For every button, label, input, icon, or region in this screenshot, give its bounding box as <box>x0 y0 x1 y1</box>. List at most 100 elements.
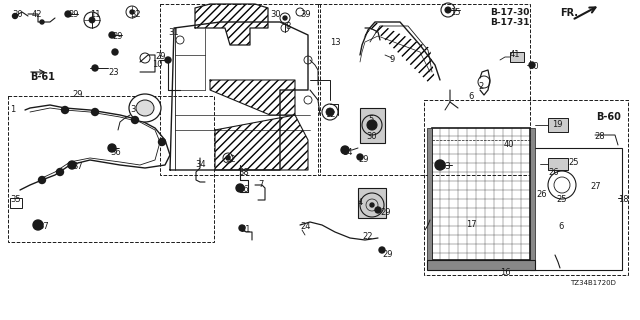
Text: 28: 28 <box>594 132 605 141</box>
Text: 1: 1 <box>10 105 15 114</box>
Text: 29: 29 <box>382 250 392 259</box>
Circle shape <box>89 17 95 23</box>
Text: 6: 6 <box>558 222 563 231</box>
Bar <box>358 188 386 218</box>
Ellipse shape <box>136 100 154 116</box>
Bar <box>160 4 320 175</box>
Circle shape <box>68 161 76 169</box>
Circle shape <box>226 156 230 160</box>
Text: 6: 6 <box>468 92 474 101</box>
Text: 30: 30 <box>12 10 22 19</box>
Text: 32: 32 <box>225 155 236 164</box>
Bar <box>427 128 432 260</box>
Text: FR.: FR. <box>560 8 578 18</box>
Circle shape <box>357 154 363 160</box>
Bar <box>318 4 530 175</box>
Text: B-60: B-60 <box>596 112 621 122</box>
Circle shape <box>165 57 171 63</box>
Circle shape <box>112 49 118 55</box>
Text: B-17-31: B-17-31 <box>490 18 529 27</box>
Circle shape <box>283 16 287 20</box>
Text: 4: 4 <box>358 198 364 207</box>
Text: 8: 8 <box>285 22 291 31</box>
Text: 7: 7 <box>258 180 264 189</box>
Text: 32: 32 <box>130 10 141 19</box>
Bar <box>8 96 214 242</box>
Circle shape <box>239 225 245 231</box>
Text: 23: 23 <box>108 68 118 77</box>
Circle shape <box>109 32 115 38</box>
Circle shape <box>13 13 17 19</box>
Text: 26: 26 <box>536 190 547 199</box>
Text: 36: 36 <box>238 185 249 194</box>
Text: 37: 37 <box>38 222 49 231</box>
Text: 29: 29 <box>72 90 83 99</box>
Circle shape <box>40 20 44 24</box>
Circle shape <box>529 62 535 68</box>
Circle shape <box>375 207 381 213</box>
Circle shape <box>435 160 445 170</box>
Text: 25: 25 <box>556 195 566 204</box>
Text: 31: 31 <box>168 28 179 37</box>
Circle shape <box>326 108 334 116</box>
Text: 29: 29 <box>68 10 79 19</box>
Circle shape <box>236 184 244 192</box>
Bar <box>424 100 628 275</box>
Text: 21: 21 <box>240 225 250 234</box>
Text: 3: 3 <box>130 105 136 114</box>
Bar <box>360 108 385 143</box>
Text: 17: 17 <box>466 220 477 229</box>
Text: 41: 41 <box>510 50 520 59</box>
Text: 36: 36 <box>110 148 121 157</box>
Circle shape <box>108 144 116 152</box>
Text: 30: 30 <box>366 132 376 141</box>
Text: 26: 26 <box>548 168 559 177</box>
Circle shape <box>367 120 377 130</box>
Text: 29: 29 <box>380 208 390 217</box>
Text: 34: 34 <box>195 160 205 169</box>
Ellipse shape <box>129 94 161 122</box>
Bar <box>530 148 622 270</box>
Text: 42: 42 <box>32 10 42 19</box>
Bar <box>10 198 22 208</box>
Text: 33: 33 <box>440 162 451 171</box>
Text: 11: 11 <box>90 10 100 19</box>
Circle shape <box>445 7 451 13</box>
Bar <box>432 128 530 260</box>
Text: B-17-30: B-17-30 <box>490 8 529 17</box>
Text: 27: 27 <box>590 182 600 191</box>
Text: 16: 16 <box>500 268 511 277</box>
Text: 19: 19 <box>552 120 563 129</box>
Text: 12: 12 <box>325 110 335 119</box>
Circle shape <box>370 203 374 207</box>
Text: 10: 10 <box>152 60 163 69</box>
Bar <box>548 118 568 132</box>
Text: 9: 9 <box>390 55 396 64</box>
Text: 29: 29 <box>112 32 122 41</box>
Text: 5: 5 <box>368 115 373 124</box>
Text: 37: 37 <box>72 162 83 171</box>
Text: 2: 2 <box>478 82 483 91</box>
Text: 30: 30 <box>270 10 280 19</box>
Circle shape <box>92 108 99 116</box>
Text: 24: 24 <box>300 222 310 231</box>
Circle shape <box>379 247 385 253</box>
Circle shape <box>341 146 349 154</box>
Bar <box>530 128 535 260</box>
Text: 18: 18 <box>618 195 628 204</box>
Circle shape <box>131 116 138 124</box>
Text: 22: 22 <box>362 232 372 241</box>
Circle shape <box>130 10 134 14</box>
Bar <box>427 260 535 270</box>
Text: 39: 39 <box>300 10 310 19</box>
Text: 35: 35 <box>10 195 20 204</box>
Text: 29: 29 <box>155 52 166 61</box>
Text: 14: 14 <box>342 148 353 157</box>
Text: 38: 38 <box>238 168 249 177</box>
Text: 13: 13 <box>330 38 340 47</box>
Circle shape <box>56 169 63 175</box>
Circle shape <box>61 107 68 114</box>
Text: 15: 15 <box>450 8 461 17</box>
Text: B-61: B-61 <box>30 72 55 82</box>
Bar <box>548 158 568 170</box>
